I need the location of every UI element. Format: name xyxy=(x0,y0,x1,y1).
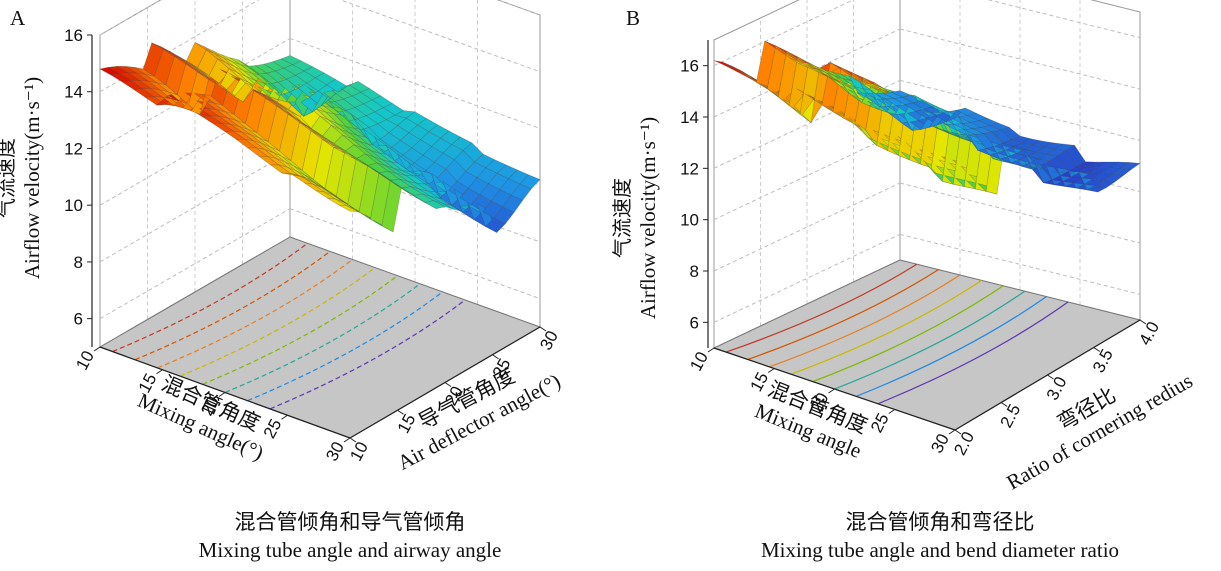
wall-gridline xyxy=(899,233,1141,295)
wall-gridline xyxy=(713,28,901,118)
x-tick-label: 25 xyxy=(867,410,893,436)
z-tick-label: 16 xyxy=(680,57,699,76)
y-tick xyxy=(492,354,499,360)
x-tick xyxy=(218,392,226,397)
floor-contour xyxy=(855,296,1047,397)
wall-gridline xyxy=(99,208,291,320)
x-tick xyxy=(343,437,351,443)
z-tick-label: 14 xyxy=(680,108,699,127)
panel-label: B xyxy=(626,6,640,30)
z-axis-title-cn: 气流速度 xyxy=(0,138,18,218)
z-tick-label: 10 xyxy=(64,196,83,215)
z-axis-title-en: Airflow velocity(m·s⁻¹) xyxy=(20,77,44,279)
y-tick xyxy=(539,326,547,332)
x-tick xyxy=(948,429,956,435)
floor-contour xyxy=(725,263,918,353)
floor-contour xyxy=(877,301,1069,405)
floor-contour xyxy=(769,274,961,368)
z-axis-title: 气流速度Airflow velocity(m·s⁻¹) xyxy=(0,77,44,279)
x-tick xyxy=(156,369,163,375)
y-tick xyxy=(954,429,962,435)
x-tick-label: 10 xyxy=(72,348,98,374)
surface xyxy=(713,40,1141,195)
x-tick-label: 30 xyxy=(322,439,348,465)
figure: 681012141610152025301015202530A气流速度Airfl… xyxy=(0,0,1197,494)
y-tick-label: 10 xyxy=(346,439,372,465)
panel-a: 681012141610152025301015202530A气流速度Airfl… xyxy=(0,0,564,475)
x-tick-label: 25 xyxy=(260,416,286,442)
y-tick xyxy=(1093,347,1101,352)
z-tick-label: 6 xyxy=(74,310,83,329)
panel-label: A xyxy=(10,6,26,30)
wall-gridline xyxy=(987,0,1141,39)
caption-b-en: Mixing tube angle and bend diameter rati… xyxy=(760,538,1120,562)
z-tick-label: 8 xyxy=(690,262,699,281)
x-tick xyxy=(828,388,835,394)
caption-b: 混合管倾角和弯径比 Mixing tube angle and bend dia… xyxy=(690,508,1190,564)
x-tick xyxy=(281,414,288,420)
wall-gridline xyxy=(899,182,1141,244)
caption-a-en: Mixing tube angle and airway angle xyxy=(198,538,502,562)
x-tick xyxy=(707,347,715,353)
z-axis-title-en: Airflow velocity(m·s⁻¹) xyxy=(636,117,660,319)
y-tick xyxy=(349,437,357,443)
z-tick-label: 12 xyxy=(64,139,83,158)
y-tick xyxy=(397,409,404,415)
floor-contour xyxy=(747,269,939,361)
wall-gridline xyxy=(899,28,1141,90)
y-tick xyxy=(1047,374,1054,380)
floor-contour xyxy=(812,285,1004,383)
y-tick-label: 2.0 xyxy=(950,429,978,459)
wall-gridline xyxy=(99,0,162,36)
wall-gridline xyxy=(289,208,541,300)
z-tick-label: 10 xyxy=(680,211,699,230)
caption-a-cn: 混合管倾角和导气管倾角 xyxy=(234,510,466,534)
x-tick xyxy=(93,346,101,352)
x-tick-label: 10 xyxy=(686,349,712,375)
y-tick xyxy=(444,382,452,387)
y-tick-label: 30 xyxy=(536,328,562,354)
x-tick xyxy=(767,368,775,373)
caption-a: 混合管倾角和导气管倾角 Mixing tube angle and airway… xyxy=(100,508,600,564)
y-tick xyxy=(1139,319,1147,325)
caption-b-cn: 混合管倾角和弯径比 xyxy=(845,510,1035,534)
wall-gridline xyxy=(713,182,901,272)
x-tick xyxy=(888,409,896,414)
z-tick-label: 6 xyxy=(690,313,699,332)
z-axis-title: 气流速度Airflow velocity(m·s⁻¹) xyxy=(611,117,660,319)
x-tick-label: 30 xyxy=(927,431,953,457)
wall-gridline xyxy=(713,233,901,323)
surface-patch xyxy=(1119,162,1141,170)
floor-contour xyxy=(790,279,982,375)
z-tick-label: 8 xyxy=(74,253,83,272)
wall-gridline xyxy=(99,38,291,149)
wall-gridline xyxy=(899,79,1141,141)
z-tick-label: 14 xyxy=(64,83,83,102)
wall-gridline xyxy=(99,151,291,263)
panel-b: 681012141610152025302.02.53.03.54.0B气流速度… xyxy=(611,0,1197,494)
wall-gridline xyxy=(713,131,901,221)
z-axis-title-cn: 气流速度 xyxy=(611,178,634,258)
y-tick-label: 2.5 xyxy=(996,401,1024,431)
y-tick-label: 4.0 xyxy=(1135,319,1163,349)
y-tick xyxy=(1000,402,1008,407)
floor-contour xyxy=(834,290,1026,390)
z-tick-label: 16 xyxy=(64,26,83,45)
y-tick-label: 3.0 xyxy=(1043,374,1071,404)
wall-gridline xyxy=(289,37,541,129)
z-tick-label: 12 xyxy=(680,159,699,178)
y-tick-label: 3.5 xyxy=(1089,346,1117,376)
surface-patch xyxy=(519,174,541,190)
surface xyxy=(99,41,541,234)
